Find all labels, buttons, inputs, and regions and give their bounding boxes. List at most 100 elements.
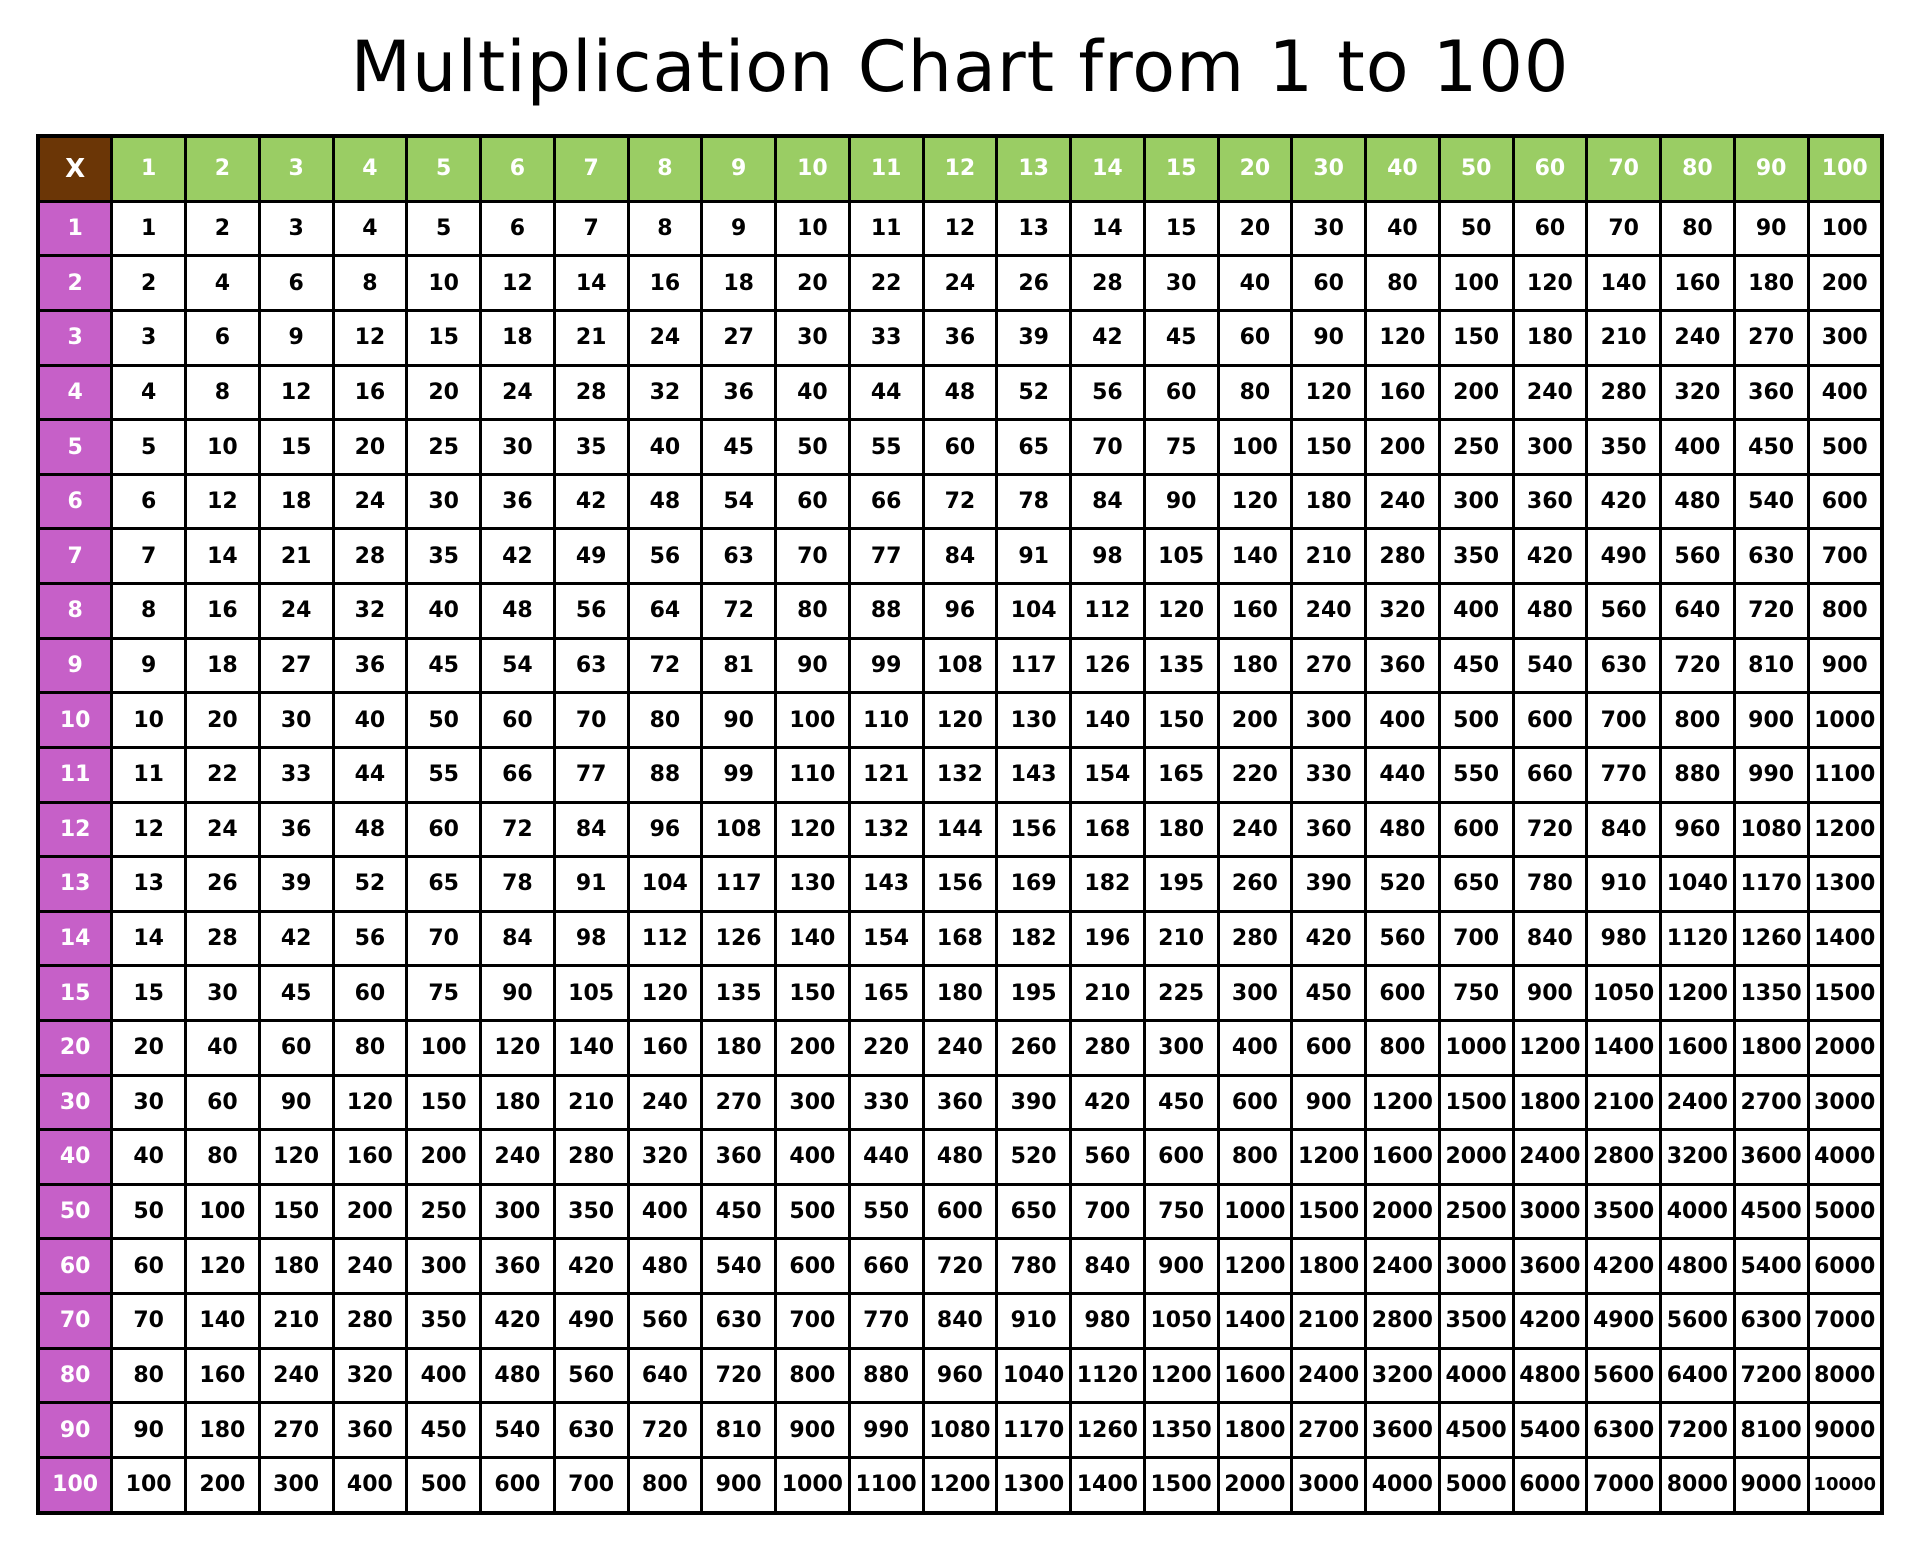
table-cell: 98 bbox=[1069, 527, 1146, 586]
table-cell: 100 bbox=[1806, 199, 1884, 258]
table-cell: 50 bbox=[1437, 199, 1515, 258]
table-cell: 2 bbox=[110, 254, 187, 313]
table-cell: 40 bbox=[1364, 199, 1441, 258]
table-cell: 72 bbox=[921, 472, 999, 531]
table-cell: 14 bbox=[552, 254, 630, 313]
table-cell: 400 bbox=[1659, 418, 1736, 476]
row-header: 14 bbox=[36, 909, 114, 968]
table-cell: 15 bbox=[1142, 199, 1220, 258]
table-cell: 35 bbox=[552, 418, 630, 476]
table-cell: 7200 bbox=[1732, 1346, 1810, 1405]
table-cell: 169 bbox=[995, 855, 1072, 913]
row-header: 4 bbox=[36, 363, 114, 422]
table-cell: 44 bbox=[331, 745, 409, 804]
table-cell: 3500 bbox=[1585, 1182, 1662, 1241]
table-row: 11 11 22 33 44 55 66 77 88 99 110 121 132 143 154 165 22… bbox=[36, 745, 1884, 804]
table-cell: 280 bbox=[331, 1292, 409, 1350]
table-cell: 1200 bbox=[1364, 1073, 1441, 1132]
table-cell: 600 bbox=[1290, 1018, 1367, 1077]
chart-title: Multiplication Chart from 1 to 100 bbox=[350, 26, 1570, 108]
table-cell: 1600 bbox=[1216, 1346, 1294, 1405]
table-cell: 3 bbox=[110, 309, 187, 367]
table-cell: 13 bbox=[995, 199, 1072, 258]
table-cell: 9000 bbox=[1732, 1455, 1810, 1515]
table-cell: 6000 bbox=[1806, 1237, 1884, 1296]
table-cell: 30 bbox=[1290, 199, 1367, 258]
table-cell: 1500 bbox=[1142, 1455, 1220, 1515]
table-cell: 24 bbox=[921, 254, 999, 313]
table-cell: 210 bbox=[1069, 964, 1146, 1022]
table-cell: 800 bbox=[1659, 691, 1736, 749]
table-cell: 105 bbox=[552, 964, 630, 1022]
table-cell: 60 bbox=[331, 964, 409, 1022]
table-cell: 110 bbox=[774, 745, 851, 804]
table-cell: 135 bbox=[1142, 636, 1220, 695]
table-cell: 90 bbox=[1290, 309, 1367, 367]
table-cell: 168 bbox=[921, 909, 999, 968]
table-cell: 260 bbox=[995, 1018, 1072, 1077]
table-cell: 350 bbox=[1585, 418, 1662, 476]
table-cell: 117 bbox=[700, 855, 777, 913]
table-cell: 80 bbox=[331, 1018, 409, 1077]
table-cell: 4000 bbox=[1364, 1455, 1441, 1515]
table-cell: 120 bbox=[1511, 254, 1589, 313]
table-cell: 1400 bbox=[1216, 1292, 1294, 1350]
table-cell: 56 bbox=[552, 582, 630, 640]
table-cell: 135 bbox=[700, 964, 777, 1022]
table-cell: 6 bbox=[184, 309, 261, 367]
table-cell: 80 bbox=[626, 691, 704, 749]
row-header: 5 bbox=[36, 418, 114, 476]
table-cell: 27 bbox=[257, 636, 335, 695]
row-header: 70 bbox=[36, 1292, 114, 1350]
column-header: 15 bbox=[1142, 134, 1220, 203]
table-cell: 450 bbox=[700, 1182, 777, 1241]
table-cell: 60 bbox=[1511, 199, 1589, 258]
table-cell: 160 bbox=[1364, 363, 1441, 422]
table-cell: 120 bbox=[1216, 472, 1294, 531]
table-cell: 7200 bbox=[1659, 1401, 1736, 1459]
table-cell: 50 bbox=[774, 418, 851, 476]
column-header: 90 bbox=[1732, 134, 1810, 203]
table-cell: 600 bbox=[921, 1182, 999, 1241]
table-cell: 1000 bbox=[1437, 1018, 1515, 1077]
table-cell: 36 bbox=[479, 472, 556, 531]
table-cell: 750 bbox=[1142, 1182, 1220, 1241]
table-cell: 6 bbox=[110, 472, 187, 531]
table-cell: 1080 bbox=[1732, 800, 1810, 859]
table-cell: 500 bbox=[1806, 418, 1884, 476]
row-header: 3 bbox=[36, 309, 114, 367]
table-cell: 105 bbox=[1142, 527, 1220, 586]
table-cell: 3500 bbox=[1437, 1292, 1515, 1350]
table-cell: 1800 bbox=[1290, 1237, 1367, 1296]
table-cell: 44 bbox=[847, 363, 925, 422]
table-cell: 1120 bbox=[1659, 909, 1736, 968]
table-cell: 900 bbox=[1511, 964, 1589, 1022]
table-cell: 1500 bbox=[1290, 1182, 1367, 1241]
table-cell: 28 bbox=[331, 527, 409, 586]
table-cell: 36 bbox=[700, 363, 777, 422]
table-cell: 1600 bbox=[1364, 1128, 1441, 1186]
table-cell: 16 bbox=[184, 582, 261, 640]
table-cell: 200 bbox=[1437, 363, 1515, 422]
table-cell: 600 bbox=[774, 1237, 851, 1296]
table-cell: 240 bbox=[1290, 582, 1367, 640]
table-cell: 360 bbox=[1732, 363, 1810, 422]
table-cell: 55 bbox=[847, 418, 925, 476]
table-cell: 143 bbox=[995, 745, 1072, 804]
table-cell: 540 bbox=[479, 1401, 556, 1459]
table-cell: 240 bbox=[1364, 472, 1441, 531]
table-cell: 70 bbox=[1585, 199, 1662, 258]
table-cell: 126 bbox=[700, 909, 777, 968]
table-cell: 1400 bbox=[1069, 1455, 1146, 1515]
table-cell: 120 bbox=[774, 800, 851, 859]
table-cell: 900 bbox=[700, 1455, 777, 1515]
table-cell: 196 bbox=[1069, 909, 1146, 968]
table-cell: 400 bbox=[331, 1455, 409, 1515]
column-header: 8 bbox=[626, 134, 704, 203]
table-cell: 84 bbox=[479, 909, 556, 968]
row-header: 90 bbox=[36, 1401, 114, 1459]
table-cell: 15 bbox=[405, 309, 482, 367]
table-cell: 400 bbox=[1806, 363, 1884, 422]
table-cell: 60 bbox=[405, 800, 482, 859]
row-header: 8 bbox=[36, 582, 114, 640]
